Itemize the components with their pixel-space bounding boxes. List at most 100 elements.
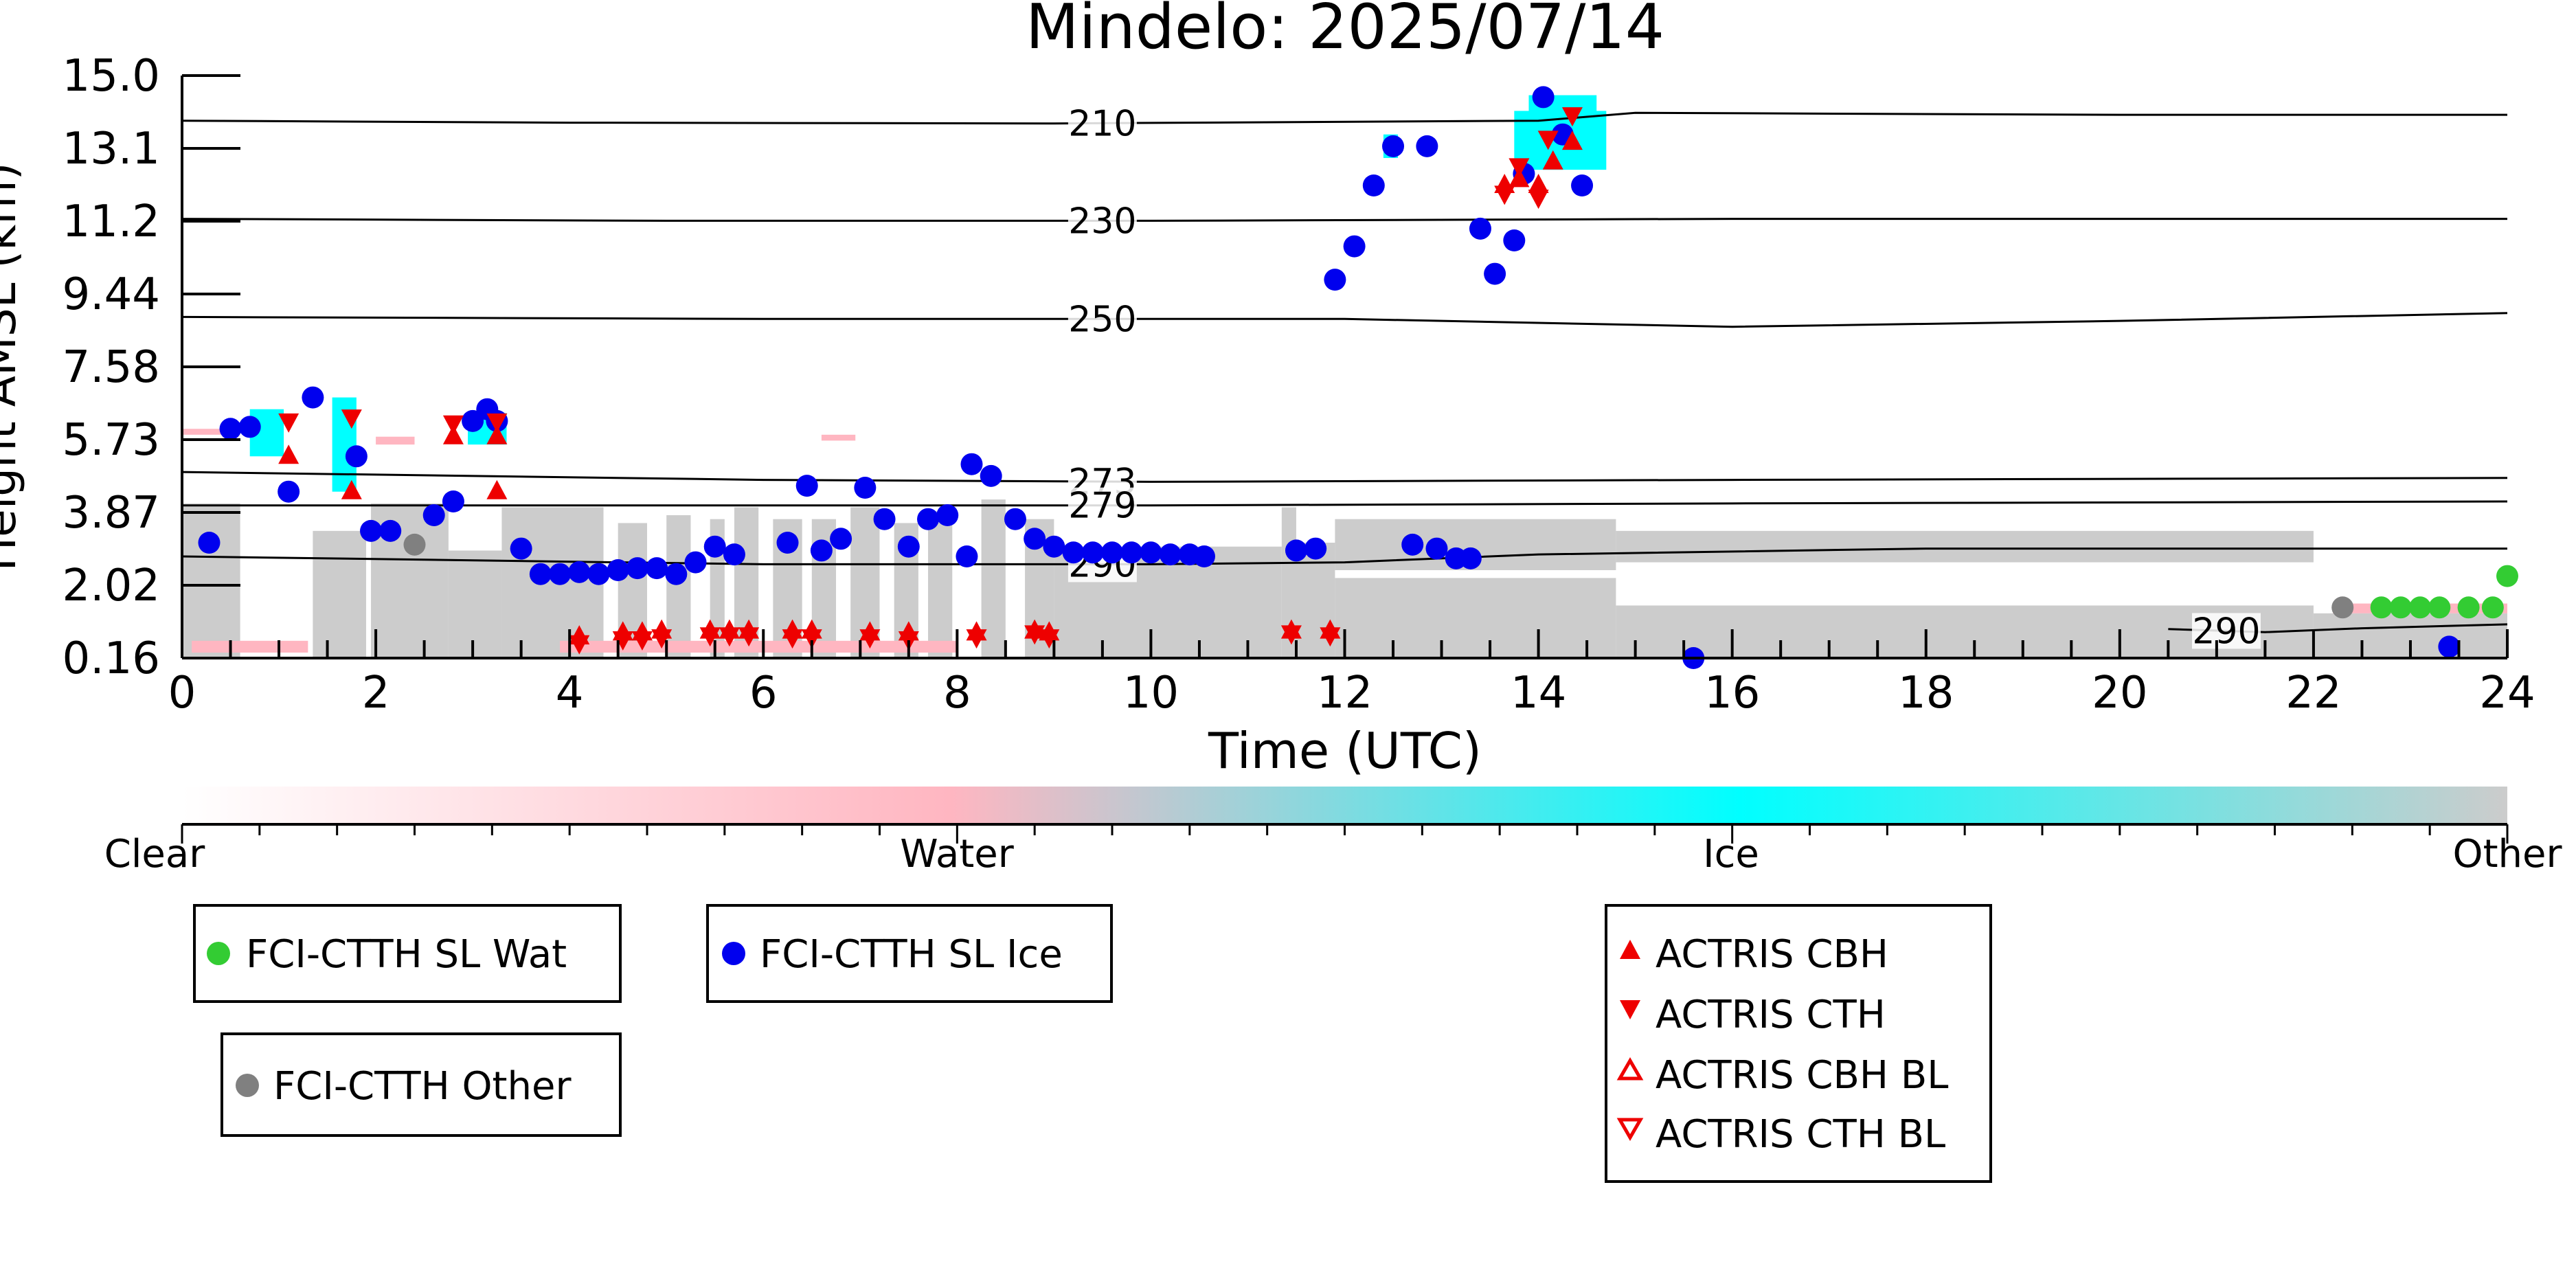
- legend-label-actris-cbh: ACTRIS CBH: [1656, 932, 1888, 977]
- data-point: [960, 453, 983, 475]
- data-point-cth: [341, 409, 362, 429]
- colorbar-gradient: [182, 787, 2507, 824]
- x-tick-label: 12: [1317, 668, 1372, 719]
- contour-label-bg: [1067, 301, 1137, 337]
- data-point: [684, 551, 707, 574]
- legend-label-actris-cth: ACTRIS CTH: [1656, 993, 1886, 1037]
- data-point: [219, 418, 242, 440]
- legend-marker-actris-cbh-bl: [1616, 1057, 1644, 1081]
- legend-marker-actris-cbh: [1620, 940, 1640, 959]
- legend-box-other: FCI-CTTH Other: [221, 1032, 622, 1137]
- data-point: [403, 533, 426, 556]
- x-tick-label: 16: [1704, 668, 1760, 719]
- contour-label-bg: [1067, 105, 1137, 142]
- colorbar-ticks: [181, 824, 2509, 844]
- cloud-mask-cell: [501, 507, 604, 658]
- x-tick-label: 10: [1123, 668, 1179, 719]
- contour-line: [182, 111, 2507, 125]
- legend-box-ice: FCI-CTTH SL Ice: [706, 904, 1113, 1003]
- data-point-cth: [1494, 185, 1515, 205]
- data-point: [1285, 539, 1307, 562]
- data-point-cth: [966, 629, 987, 649]
- x-tick-label: 22: [2285, 668, 2341, 719]
- chart-title: Mindelo: 2025/07/14: [1026, 0, 1664, 63]
- data-point-cth: [442, 415, 464, 435]
- data-point: [1120, 541, 1143, 564]
- contour-label: 279: [1068, 486, 1136, 527]
- x-tick-label: 2: [362, 668, 390, 719]
- y-tick-label: 0.16: [63, 633, 161, 684]
- cloud-mask-cell: [666, 515, 691, 658]
- data-point: [897, 535, 920, 558]
- contour-label: 250: [1068, 299, 1136, 340]
- data-point: [1416, 135, 1438, 157]
- data-point: [442, 490, 464, 512]
- data-point-cth: [631, 631, 653, 651]
- data-point: [510, 537, 532, 560]
- x-tick-label: 18: [1898, 668, 1954, 719]
- y-tick-label: 5.73: [63, 415, 161, 466]
- colorbar-label-other: Other: [2452, 832, 2562, 877]
- cloud-mask-cell: [821, 434, 856, 441]
- contour-label-bg: [1067, 487, 1137, 523]
- data-point: [345, 445, 368, 468]
- data-point: [462, 409, 484, 432]
- data-point: [529, 563, 552, 585]
- x-tick-label: 6: [749, 668, 778, 719]
- data-point-cth: [1320, 627, 1341, 647]
- y-axis-ticks: 0.16 2.02 3.87 5.73 7.58 9.44 11.2 13.1 15.0: [63, 51, 240, 684]
- x-tick-label: 0: [168, 668, 196, 719]
- contour-label-bg: [1067, 203, 1137, 239]
- data-point-cbh: [278, 444, 300, 464]
- cloud-mask-cell: [1335, 578, 1616, 658]
- data-point: [1401, 533, 1424, 556]
- data-point: [1043, 535, 1065, 558]
- legend-box-wat: FCI-CTTH SL Wat: [193, 904, 622, 1003]
- contour-line: [182, 500, 2507, 507]
- data-point: [198, 532, 221, 554]
- data-point-cth: [738, 627, 760, 647]
- data-point: [1484, 262, 1506, 285]
- data-point: [956, 545, 978, 567]
- colorbar-label-clear: Clear: [104, 832, 205, 877]
- data-point-cbh: [341, 479, 362, 499]
- legend-marker-other: [236, 1074, 259, 1097]
- marker-layer: [198, 86, 2518, 669]
- data-point: [776, 532, 799, 554]
- data-point: [980, 464, 1002, 487]
- data-point-cbh: [1561, 131, 1583, 150]
- data-point: [2331, 596, 2354, 619]
- legend-label-wat: FCI-CTTH SL Wat: [246, 932, 567, 977]
- data-point: [723, 543, 745, 566]
- data-point: [646, 557, 668, 580]
- legend-marker-wat: [207, 942, 230, 965]
- colorbar-label-water: Water: [900, 832, 1015, 877]
- data-point: [2370, 596, 2393, 619]
- legend-label-actris-cth-bl: ACTRIS CTH BL: [1656, 1112, 1945, 1157]
- data-point: [360, 519, 383, 542]
- data-point: [2457, 596, 2480, 619]
- data-point-cth: [1039, 629, 1060, 649]
- data-point: [1459, 547, 1482, 569]
- data-point: [810, 539, 833, 562]
- contour-label: 290: [2192, 611, 2260, 652]
- data-point: [1469, 217, 1491, 240]
- data-point: [1362, 174, 1385, 196]
- data-point: [1503, 229, 1526, 251]
- data-point: [379, 519, 402, 542]
- legend-box-actris: ACTRIS CBH ACTRIS CTH ACTRIS CBH BL ACTR…: [1605, 904, 1992, 1183]
- cloud-mask-cell: [313, 530, 366, 658]
- data-point: [607, 559, 629, 581]
- data-point-cth: [612, 631, 633, 651]
- data-point: [568, 561, 591, 583]
- data-point: [1425, 537, 1448, 560]
- legend-marker-actris-cth: [1620, 1000, 1640, 1019]
- y-tick-label: 7.58: [63, 342, 161, 393]
- data-point: [1159, 543, 1182, 566]
- cloud-mask-cell: [448, 550, 502, 658]
- data-point: [1101, 541, 1123, 564]
- data-point-cth: [699, 627, 721, 647]
- contour-label: 210: [1068, 103, 1136, 144]
- y-tick-label: 9.44: [63, 269, 161, 320]
